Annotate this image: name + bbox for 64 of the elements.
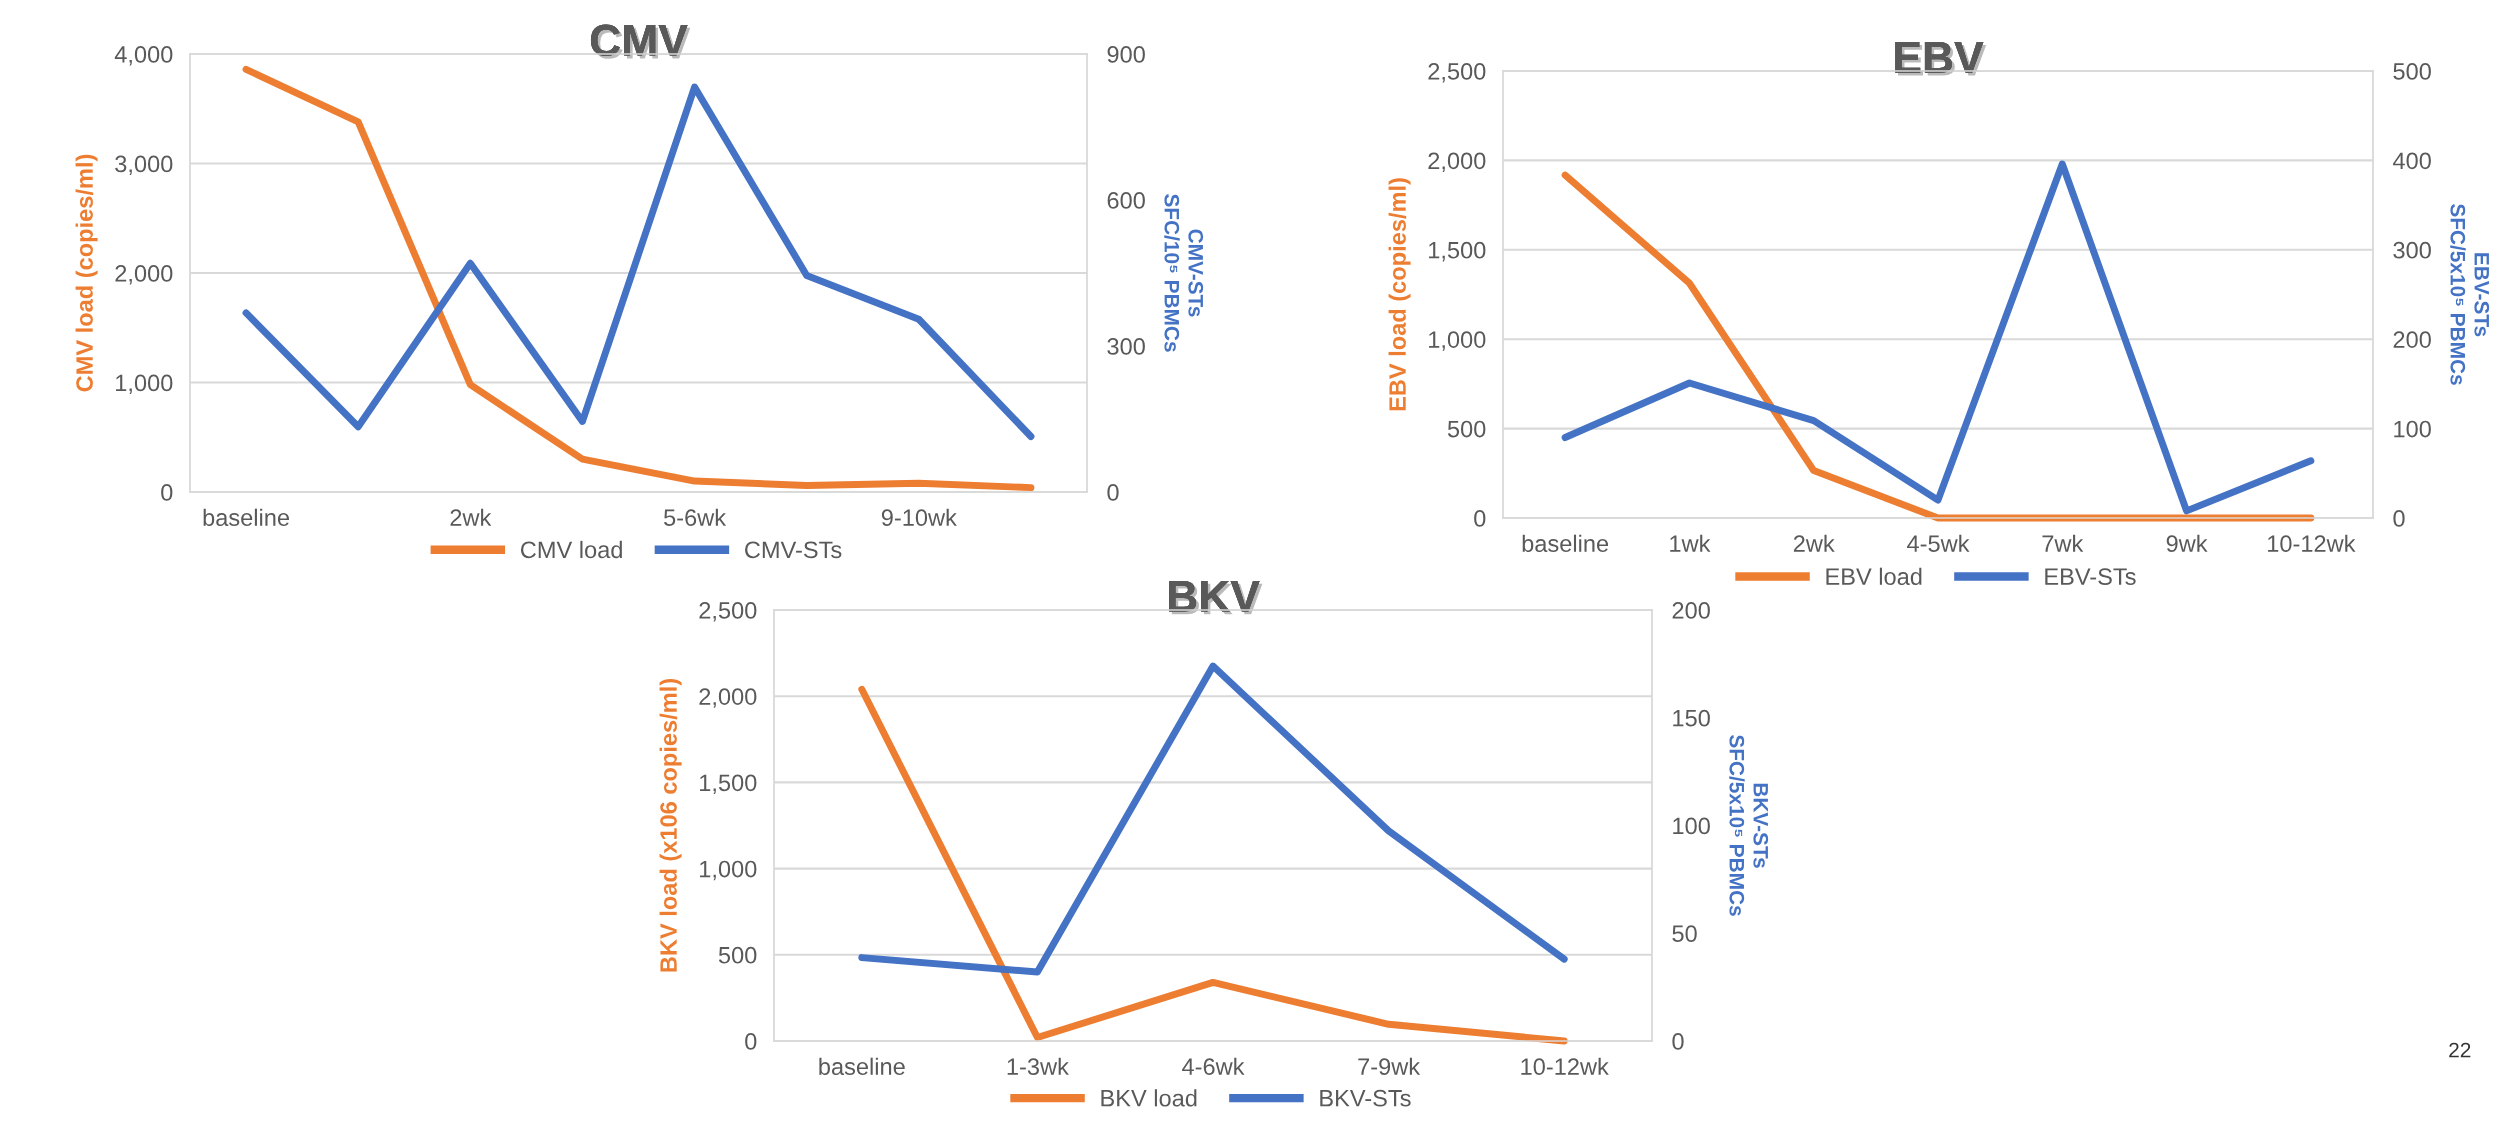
y2-tick-label: 100 [1673,817,1710,835]
y2-tick-label: 900 [1107,46,1145,63]
y-tick-label: 2,000 [115,265,173,285]
x-tick-label: 7-9wk [1358,1057,1421,1076]
y2-axis-title: BKV-STs SFC/5x10⁵ PBMCs [1729,734,1769,916]
y-tick-label: 1,000 [1429,331,1486,351]
y-tick-label: 0 [161,484,173,501]
y2-tick-label: 50 [1672,925,1697,943]
x-tick-label: 1wk [1670,534,1711,552]
y-tick-label: 0 [745,1033,757,1050]
y-tick-label: 500 [718,946,757,964]
y2-tick-label: 400 [2392,152,2431,170]
x-tick-label: 7wk [2042,534,2084,552]
x-tick-label: 2wk [1793,534,1835,552]
x-tick-label: 10-12wk [2268,534,2356,553]
y2-tick-label: 0 [1672,1033,1684,1050]
y2-tick-label: 500 [2393,63,2431,80]
y-tick-label: 2,500 [1428,63,1486,83]
y-tick-label: 1,000 [116,374,173,395]
y2-axis-title: CMV-STs SFC/10⁵ PBMCs [1164,194,1204,352]
legend-label: CMV load [520,540,622,559]
legend-label: CMV-STs [745,541,842,559]
y-tick-label: 2,000 [1428,152,1486,172]
x-tick-label: 4-6wk [1182,1057,1245,1076]
y-tick-label: 4,000 [114,46,173,66]
y-tick-label: 0 [1474,510,1486,527]
x-tick-label: baseline [819,1057,905,1076]
y2-tick-label: 200 [2393,331,2431,348]
y2-tick-label: 600 [1107,192,1145,209]
x-tick-label: 1-3wk [1007,1057,1069,1076]
text: 22 [2449,1042,2471,1058]
x-tick-label: 9wk [2166,534,2208,553]
y2-tick-label: 100 [2394,420,2431,438]
y2-tick-label: 300 [1107,338,1145,355]
x-tick-label: baseline [203,508,289,527]
y-tick-label: 1,500 [700,774,757,794]
y-axis-title: BKV load (x106 copies/ml) [659,679,682,972]
x-tick-label: 5-6wk [664,508,727,527]
chart-title: BKV [1169,580,1263,615]
legend-label: EBV load [1826,567,1922,586]
x-tick-label: 4-5wk [1907,534,1970,553]
legend-label: BKV load [1101,1089,1197,1107]
chart-title: CMV [590,24,691,59]
y2-tick-label: 0 [2393,510,2405,527]
y-tick-label: 1,000 [700,860,757,881]
x-tick-label: 9-10wk [881,508,957,527]
y2-tick-label: 200 [1672,602,1710,619]
x-tick-label: baseline [1522,534,1609,553]
chart-title: EBV [1895,42,1987,76]
y2-axis-title: EBV-STs SFC/5x10⁵ PBMCs [2450,203,2490,385]
y-axis-title: EBV load (copies/ml) [1388,178,1411,411]
y-tick-label: 2,000 [699,688,757,708]
y2-tick-label: 150 [1673,709,1710,727]
legend-label: EBV-STs [2045,568,2136,586]
y-tick-label: 1,500 [1429,241,1486,262]
x-tick-label: 10-12wk [1521,1057,1609,1076]
y-axis-title: CMV load (copies/ml) [75,154,98,392]
legend-label: BKV-STs [1320,1089,1411,1107]
x-tick-label: 2wk [450,508,492,526]
y-tick-label: 2,500 [699,602,757,622]
y-tick-label: 3,000 [115,155,173,176]
y-tick-label: 500 [1447,420,1486,438]
y2-tick-label: 0 [1107,484,1119,501]
y2-tick-label: 300 [2393,241,2431,259]
